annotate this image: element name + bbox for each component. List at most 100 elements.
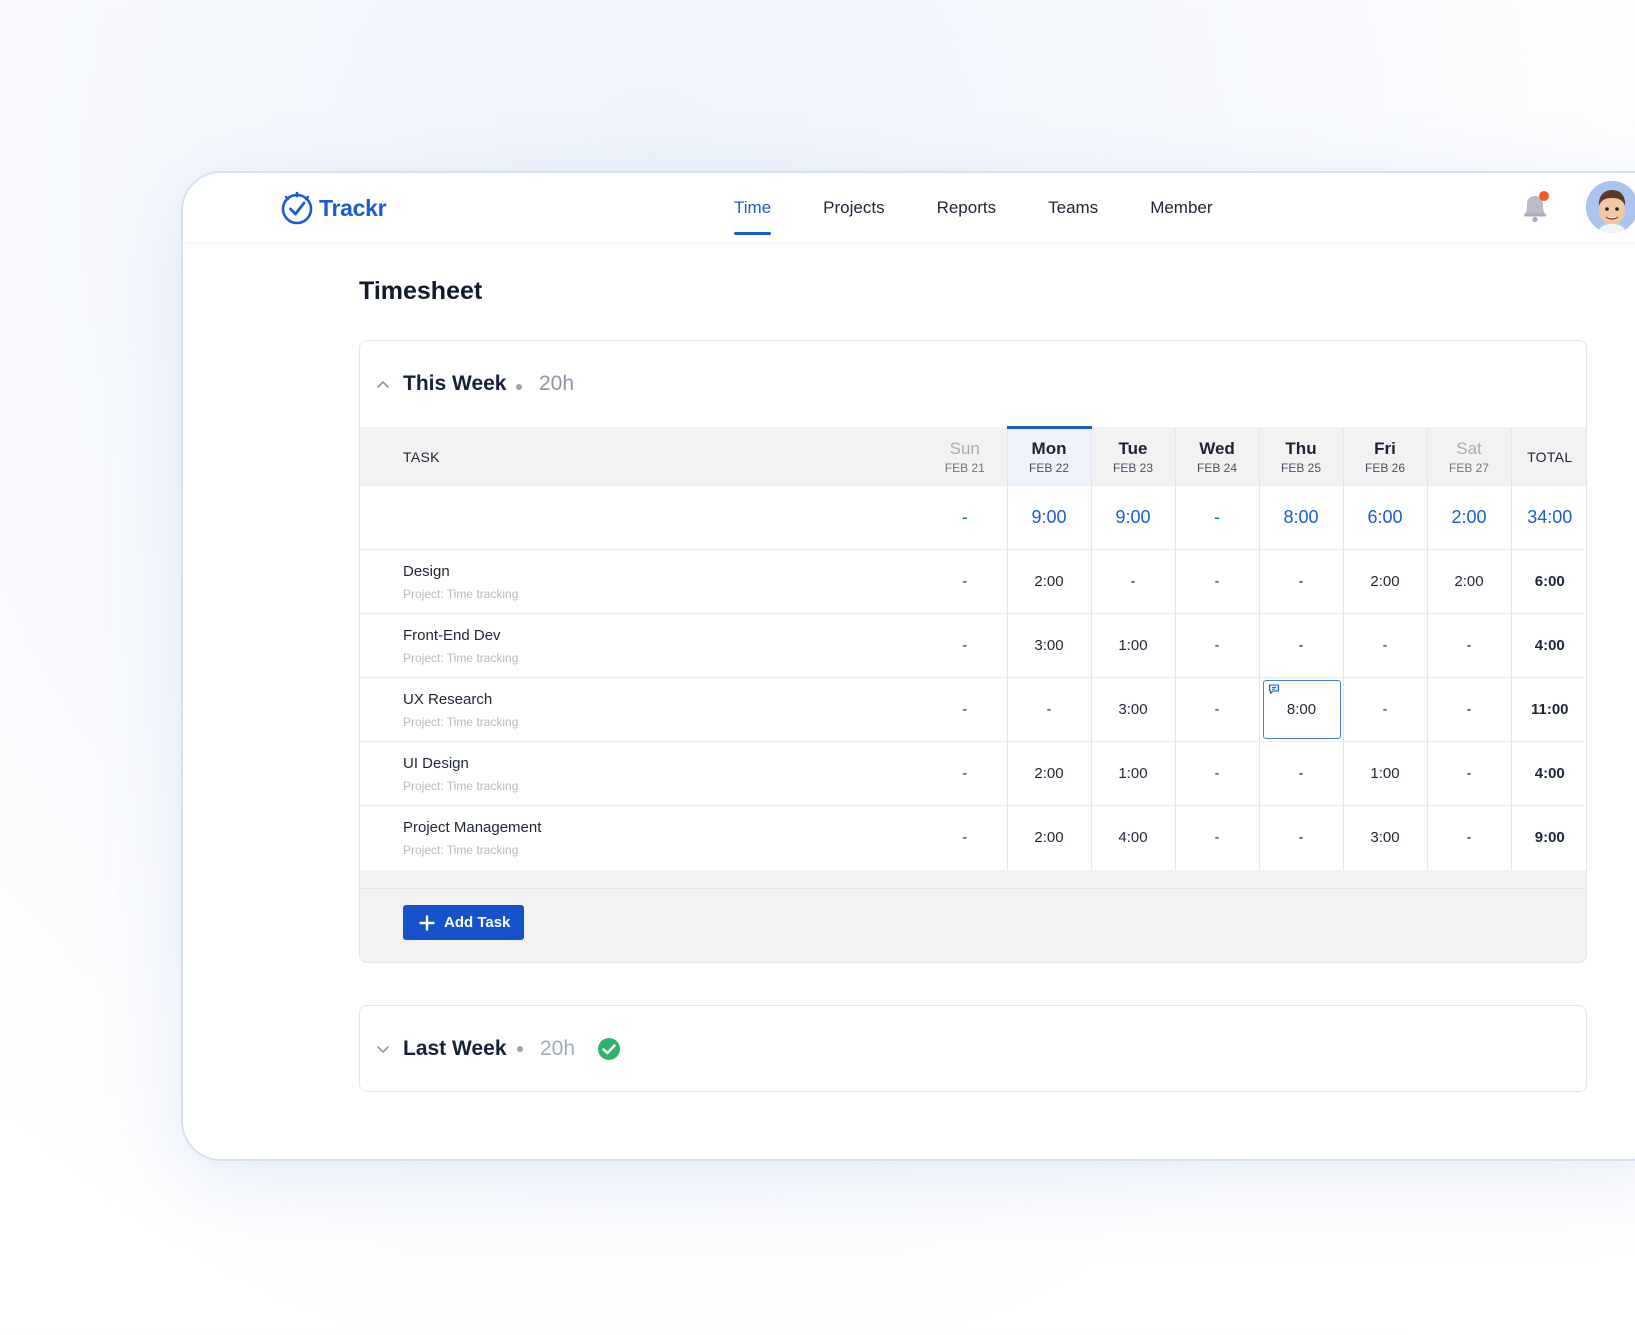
day-date: FEB 22 (1028, 461, 1070, 476)
hours-cell[interactable]: - (1342, 613, 1427, 678)
this-week-header[interactable]: This Week 20h (360, 341, 1586, 427)
app-window: Trackr Time Projects Reports Teams Membe… (181, 171, 1635, 1161)
hours-cell-selected[interactable]: 8:00 (1258, 677, 1343, 742)
nav-member[interactable]: Member (1150, 198, 1213, 217)
task-project: Project: Time tracking (403, 842, 519, 857)
hours-cell[interactable]: - (962, 829, 968, 847)
clock-check-icon (281, 191, 313, 225)
last-week-section: Last Week 20h (359, 1005, 1587, 1092)
day-name: Thu (1285, 438, 1317, 458)
task-total: 4:00 (1510, 741, 1586, 806)
task-info[interactable]: Project Management Project: Time trackin… (360, 806, 923, 870)
hours-cell[interactable]: - (1174, 677, 1259, 742)
hours-cell[interactable]: - (1342, 677, 1427, 742)
column-header-wed[interactable]: Wed FEB 24 (1174, 427, 1259, 486)
hours-cell[interactable]: - (1426, 677, 1511, 742)
check-circle-icon (598, 1038, 620, 1060)
day-date: FEB 27 (1448, 460, 1490, 475)
hours-value: 8:00 (1286, 701, 1317, 718)
hours-cell[interactable]: 1:00 (1342, 741, 1427, 806)
page-title: Timesheet (359, 277, 483, 305)
hours-cell[interactable]: - (962, 765, 968, 782)
hours-cell[interactable]: - (962, 701, 968, 718)
hours-cell[interactable]: 2:00 (1426, 549, 1511, 614)
daily-total-sun: - (961, 506, 968, 527)
daily-total-mon: 9:00 (1006, 485, 1091, 550)
day-name: Wed (1199, 438, 1235, 458)
task-total: 11:00 (1510, 677, 1586, 742)
notification-dot (1539, 191, 1549, 201)
hours-cell[interactable]: - (1258, 549, 1343, 614)
column-header-tue[interactable]: Tue FEB 23 (1090, 427, 1175, 486)
notification-button[interactable] (1518, 189, 1552, 225)
add-task-button[interactable]: Add Task (403, 905, 525, 940)
app-logo[interactable]: Trackr (279, 190, 387, 226)
day-name: Tue (1118, 438, 1148, 458)
hours-cell[interactable]: - (1174, 741, 1259, 806)
hours-cell[interactable]: - (962, 573, 968, 590)
column-header-thu[interactable]: Thu FEB 25 (1258, 427, 1343, 486)
hours-cell[interactable]: 2:00 (1006, 805, 1091, 870)
hours-cell[interactable]: 2:00 (1342, 549, 1427, 614)
nav-teams[interactable]: Teams (1048, 198, 1099, 217)
timesheet-table: TASK Sun FEB 21 Mon FEB 22 Tue FEB 23 W (360, 426, 1586, 870)
task-info[interactable]: UX Research Project: Time tracking (360, 678, 923, 742)
task-name: UX Research (403, 690, 493, 708)
grand-total: 34:00 (1510, 485, 1586, 550)
nav-projects[interactable]: Projects (823, 198, 885, 217)
main-nav: Time Projects Reports Teams Member (708, 173, 1239, 243)
hours-cell[interactable]: - (1174, 805, 1259, 870)
hours-cell[interactable]: 3:00 (1342, 805, 1427, 870)
hours-cell[interactable]: - (1426, 805, 1511, 870)
day-date: FEB 23 (1112, 460, 1154, 475)
app-name: Trackr (319, 194, 387, 221)
daily-total-wed: - (1174, 485, 1259, 550)
user-avatar[interactable] (1586, 181, 1635, 233)
selected-cell-box[interactable]: 8:00 (1262, 680, 1341, 739)
hours-cell[interactable]: - (962, 637, 968, 654)
task-project: Project: Time tracking (403, 714, 519, 729)
separator-dot (517, 1046, 523, 1052)
task-info[interactable]: UI Design Project: Time tracking (360, 742, 923, 806)
daily-total-thu: 8:00 (1258, 485, 1343, 550)
table-row: UI Design Project: Time tracking - 2:00 … (360, 741, 1586, 806)
nav-reports[interactable]: Reports (936, 198, 997, 217)
column-header-sat[interactable]: Sat FEB 27 (1426, 427, 1511, 486)
chevron-down-icon[interactable] (376, 1045, 390, 1055)
table-header-row: TASK Sun FEB 21 Mon FEB 22 Tue FEB 23 W (360, 426, 1586, 486)
column-header-mon[interactable]: Mon FEB 22 (1006, 426, 1091, 486)
column-header-sun[interactable]: Sun FEB 21 (923, 428, 1007, 486)
hours-cell[interactable]: 1:00 (1090, 741, 1175, 806)
hours-cell[interactable]: - (1426, 741, 1511, 806)
nav-time[interactable]: Time (708, 173, 797, 243)
table-row: UX Research Project: Time tracking - - 3… (360, 677, 1586, 742)
hours-cell[interactable]: 3:00 (1006, 613, 1091, 678)
hours-cell[interactable]: - (1258, 741, 1343, 806)
day-date: FEB 26 (1364, 460, 1406, 475)
daily-totals-row: - 9:00 9:00 - 8:00 6:00 2:00 34:00 (360, 485, 1586, 550)
task-info[interactable]: Front-End Dev Project: Time tracking (360, 614, 923, 678)
hours-cell[interactable]: - (1090, 549, 1175, 614)
last-week-header[interactable]: Last Week 20h (360, 1006, 1586, 1091)
task-info[interactable]: Design Project: Time tracking (360, 550, 923, 614)
hours-cell[interactable]: - (1258, 613, 1343, 678)
hours-cell[interactable]: - (1426, 613, 1511, 678)
hours-cell[interactable]: 2:00 (1006, 549, 1091, 614)
day-date: FEB 25 (1280, 460, 1322, 475)
hours-cell[interactable]: - (1174, 613, 1259, 678)
hours-cell[interactable]: - (1174, 549, 1259, 614)
column-header-fri[interactable]: Fri FEB 26 (1342, 427, 1427, 486)
hours-cell[interactable]: 3:00 (1090, 677, 1175, 742)
task-name: Design (403, 562, 450, 580)
hours-cell[interactable]: - (1006, 677, 1091, 742)
hours-cell[interactable]: 1:00 (1090, 613, 1175, 678)
hours-cell[interactable]: 2:00 (1006, 741, 1091, 806)
comment-icon[interactable] (1268, 684, 1280, 695)
chevron-up-icon[interactable] (376, 379, 390, 389)
day-date: FEB 24 (1196, 460, 1238, 475)
table-row: Design Project: Time tracking - 2:00 - -… (360, 549, 1586, 614)
bell-icon (1524, 191, 1549, 223)
table-row: Front-End Dev Project: Time tracking - 3… (360, 613, 1586, 678)
hours-cell[interactable]: 4:00 (1090, 805, 1175, 870)
hours-cell[interactable]: - (1258, 805, 1343, 870)
